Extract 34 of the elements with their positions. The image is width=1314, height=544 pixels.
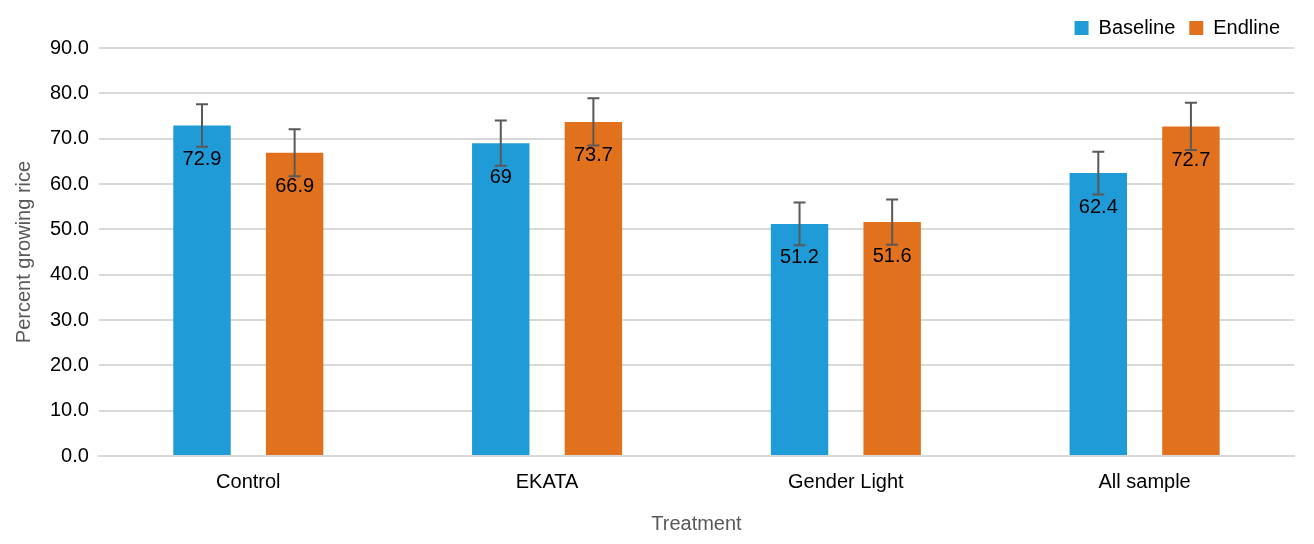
legend-label: Endline <box>1213 15 1280 38</box>
bar <box>770 223 829 455</box>
data-label: 72.9 <box>182 147 222 170</box>
legend-label: Baseline <box>1098 15 1176 38</box>
y-tick-label: 0.0 <box>61 443 89 466</box>
y-axis-title: Percent growing rice <box>11 160 34 344</box>
data-label: 69 <box>489 164 512 187</box>
data-label: 73.7 <box>573 143 613 166</box>
y-tick-label: 90.0 <box>49 35 89 58</box>
y-tick-label: 80.0 <box>49 80 89 103</box>
bar <box>1162 126 1220 455</box>
x-tick-label: Control <box>216 469 281 492</box>
x-tick-label: EKATA <box>515 469 580 492</box>
bar <box>173 125 231 455</box>
data-label: 51.6 <box>872 243 912 266</box>
bar <box>472 143 530 455</box>
data-label: 51.2 <box>780 245 820 268</box>
data-label: 66.9 <box>275 174 315 197</box>
bar <box>265 152 324 455</box>
y-tick-label: 20.0 <box>49 352 89 375</box>
x-axis-title: Treatment <box>651 511 743 534</box>
x-tick-label: Gender Light <box>788 469 905 492</box>
bar <box>564 121 623 455</box>
y-tick-label: 30.0 <box>49 307 89 330</box>
x-tick-label: All sample <box>1098 469 1191 492</box>
bar <box>1069 173 1128 455</box>
y-tick-label: 40.0 <box>49 262 89 285</box>
y-tick-label: 60.0 <box>49 171 89 194</box>
data-label: 62.4 <box>1078 194 1118 217</box>
y-tick-label: 50.0 <box>49 216 89 239</box>
data-label: 72.7 <box>1171 147 1211 170</box>
y-tick-label: 70.0 <box>49 126 89 149</box>
y-tick-label: 10.0 <box>49 398 89 421</box>
bar <box>863 222 921 455</box>
